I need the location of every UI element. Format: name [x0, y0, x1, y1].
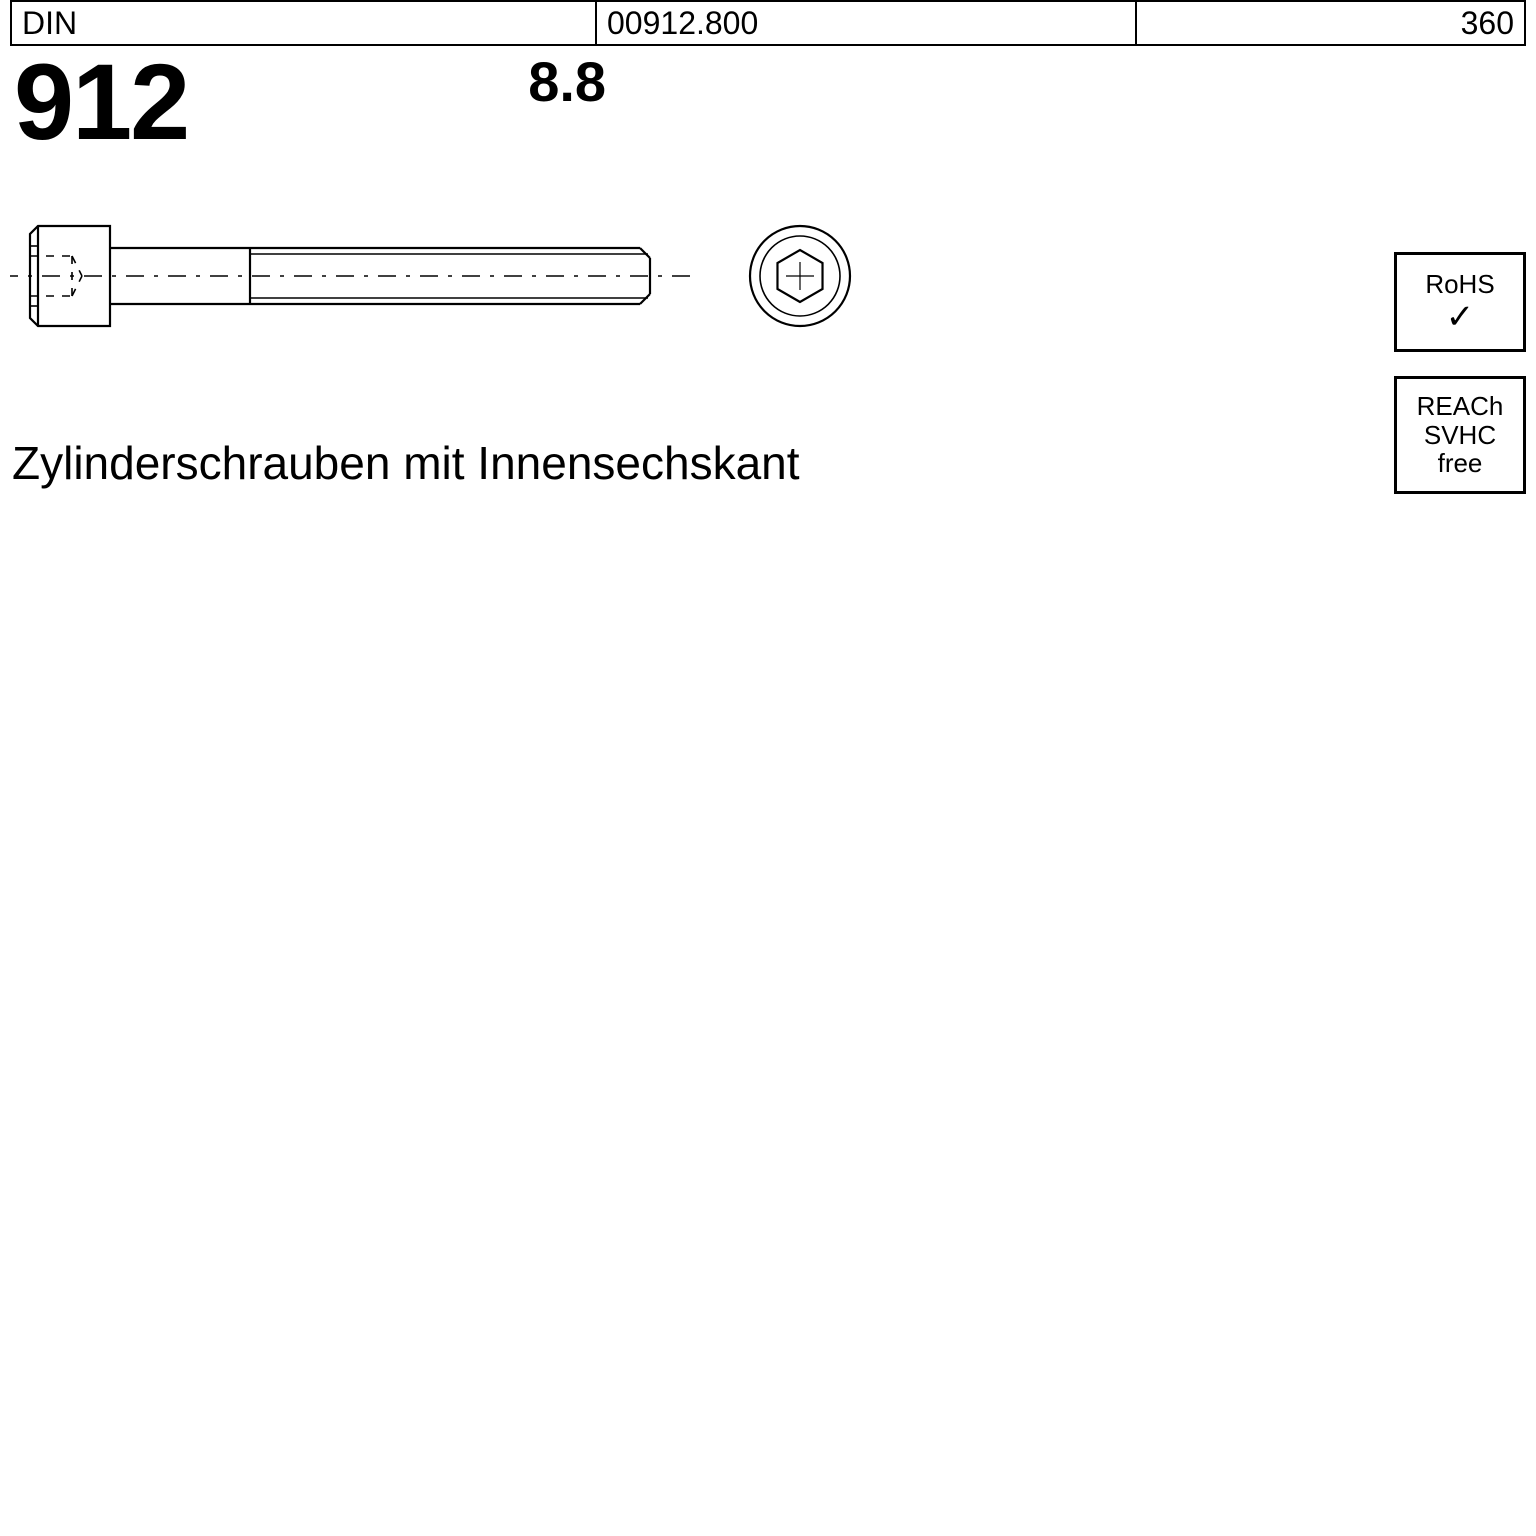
technical-drawing [10, 196, 1526, 396]
screw-drawing-svg [10, 196, 910, 356]
title-row: 912 8.8 [10, 48, 1526, 156]
header-center-text: 00912.800 [607, 5, 758, 42]
strength-grade: 8.8 [528, 54, 606, 110]
check-icon: ✓ [1446, 300, 1475, 334]
header-article-number: 00912.800 [597, 2, 1137, 44]
header-standard-body: DIN [12, 2, 597, 44]
rohs-label: RoHS [1425, 270, 1494, 299]
compliance-badges: RoHS ✓ REACh SVHC free [1394, 252, 1526, 494]
reach-line3: free [1438, 449, 1483, 478]
standard-number: 912 [10, 48, 188, 156]
header-page-number: 360 [1137, 2, 1524, 44]
reach-line1: REACh [1417, 392, 1504, 421]
header-right-text: 360 [1461, 5, 1514, 42]
header-left-text: DIN [22, 5, 77, 42]
reach-badge: REACh SVHC free [1394, 376, 1526, 494]
reach-line2: SVHC [1424, 421, 1496, 450]
rohs-badge: RoHS ✓ [1394, 252, 1526, 352]
product-description: Zylinderschrauben mit Innensechskant [10, 436, 1526, 490]
header-row: DIN 00912.800 360 [10, 0, 1526, 46]
